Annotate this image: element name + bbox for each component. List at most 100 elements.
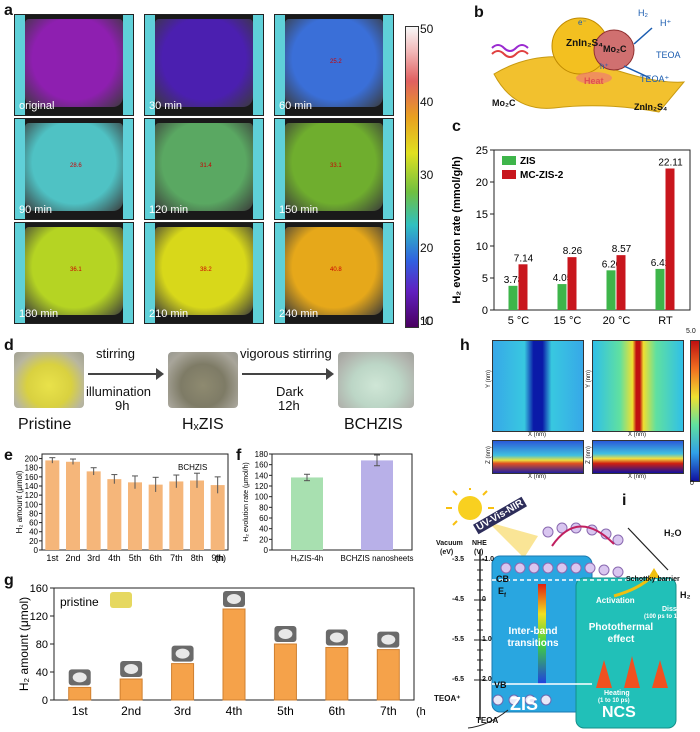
i-nhe-level: -1.0 [482,556,495,563]
d-label-bchzis: BCHZIS [344,416,403,433]
h-scalebar [690,340,700,482]
beaker-rim [145,15,155,115]
legend-label: ZIS [520,156,536,167]
x-tick-label: 9th [211,553,224,563]
panel-label-a: a [4,2,13,19]
beaker [25,123,123,211]
i-nhe-level: 0 [482,596,486,603]
frame-caption: 90 min [19,204,53,216]
bar [171,663,195,701]
bar-zis [508,285,518,310]
b-hole: h⁺ [600,62,609,71]
i-h2: H₂ [680,590,691,600]
panel-label-g: g [4,572,14,589]
thermal-frame: original [14,14,134,116]
h-map-1 [492,340,584,432]
beaker-rim [15,119,25,219]
h-ylabel-1: Y (nm) [485,370,492,388]
d-arrow2-bottom: Dark [276,384,304,399]
beaker-rim [275,15,285,115]
i-zis: ZIS [510,694,539,714]
bar-mc-zis-2 [616,255,626,310]
thermal-frame: 36.1 180 min [14,222,134,324]
plot-frame [271,453,413,551]
colorbar-tick: 20 [420,241,434,255]
bar-mc-zis-2 [518,264,528,310]
y-tick-label: 0 [42,695,48,707]
beaker-rim [253,223,263,323]
x-tick-label: 20 °C [603,315,631,327]
vial-photo-highlight [175,648,190,659]
panel-label-h: h [460,337,470,354]
y-tick-label: 20 [29,537,38,546]
d-arrow1-time: 9h [115,398,130,413]
i-vacuum-level: -5.5 [452,636,465,643]
bar-data-label: 22.11 [658,157,683,168]
bar-data-label: 3.78 [504,275,524,286]
x-tick-label: 6th [149,553,162,563]
y-tick-label: 80 [36,639,48,651]
legend-swatch [502,170,516,179]
i-teoaplus: TEOA⁺ [434,694,461,703]
bar [45,460,60,550]
plot-frame [493,149,691,311]
beaker-rim [123,223,133,323]
beaker-rim [123,15,133,115]
y-tick-label: 40 [36,667,48,679]
y-tick-label: 20 [476,177,488,189]
frame-caption: 210 min [149,308,189,320]
b-h2: H₂ [638,8,648,18]
temperature-readout: 38.2 [200,267,212,273]
legend-label: pristine [60,595,99,609]
legend-photo [110,592,132,608]
y-axis-label: H₂ amount (μmol) [15,470,24,533]
bar [325,647,349,701]
beaker [25,227,123,315]
beaker-rim [275,223,285,323]
bar [222,608,246,701]
y-tick-label: 20 [259,535,268,544]
temperature-readout: 25.2 [330,59,342,65]
y-tick-label: 160 [255,461,269,470]
bar-zis [655,268,665,310]
y-tick-label: 120 [255,482,269,491]
x-tick-label: 6th [329,704,346,718]
y-axis-label: H₂ evolution rate (mmol/g/h) [451,156,463,304]
bar [376,649,400,701]
d-label-pristine: Pristine [18,416,72,433]
bar-data-label: 7.14 [514,253,534,264]
y-tick-label: 60 [259,514,268,523]
y-axis-label: H₂ amount (μmol) [17,597,31,691]
vial-photo-highlight [278,629,293,639]
x-tick-label: 7th [170,553,183,563]
h-xlabel-4: X (nm) [628,474,646,480]
i-h2o: H₂O [664,528,682,538]
y-tick-label: 40 [29,528,38,537]
i-teoa: TEOA [476,716,499,725]
thermal-frame: 28.6 90 min [14,118,134,220]
thermal-frame: 30 min [144,14,264,116]
beaker [155,123,253,211]
x-tick-label: 8th [191,553,204,563]
y-tick-label: 0 [264,546,269,555]
beaker-rim [253,119,263,219]
y-tick-label: 0 [34,546,39,555]
y-tick-label: 120 [25,491,39,500]
vial-photo-highlight [72,672,87,683]
beaker-rim [15,223,25,323]
y-tick-label: 60 [29,519,38,528]
bar-mc-zis-2 [567,257,577,310]
h-xlabel-1: X (nm) [528,432,546,438]
d-arrow1-bottom: illumination [86,384,152,399]
i-heating-time: (1 to 10 ps) [598,698,630,704]
h-scale-min: 0 [690,480,694,487]
vial-photo-highlight [381,634,396,645]
photo-pristine [14,352,84,408]
bar [68,686,92,701]
colorbar-tick: 10 [420,314,434,328]
legend-swatch [502,156,516,165]
x-tick-label: 7th [380,704,397,718]
d-arrow2-top: vigorous stirring [240,346,332,361]
y-tick-label: 120 [30,611,48,623]
y-tick-label: 180 [255,450,269,459]
